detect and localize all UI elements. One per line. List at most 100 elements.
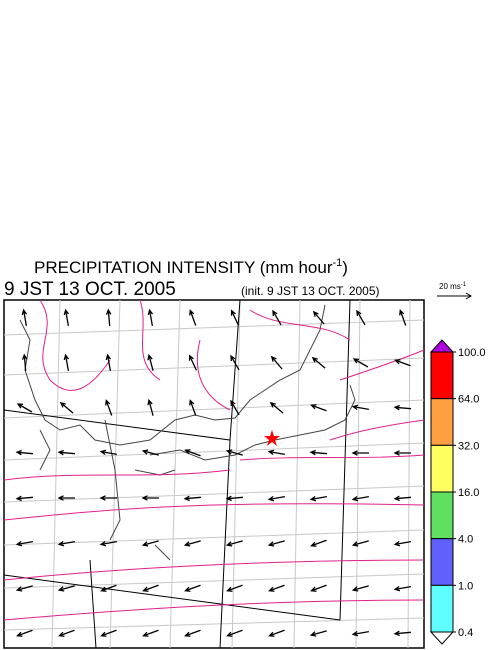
colorbar-over [429,339,455,353]
init-time: (init. 9 JST 13 OCT. 2005) [241,284,380,298]
colorbar: 100.0 64.0 32.0 16.0 4.0 1.0 0.4 [429,339,486,645]
wind-arrow [309,495,327,502]
wind-arrow [225,540,243,547]
wind-arrow [15,540,33,547]
wind-arrow [310,404,327,412]
wind-arrow [147,308,154,326]
wind-arrow [189,399,197,416]
wind-ref-label: 20 ms-1 [439,282,467,291]
wind-arrow [184,584,201,592]
colorbar-segment [430,584,454,633]
colorbar-label: 32.0 [458,440,479,452]
wind-arrow [105,308,112,327]
wind-arrow [310,539,327,547]
wind-arrow [16,629,33,637]
wind-arrow [230,309,239,326]
contours [3,299,425,621]
wind-arrow [63,353,70,371]
wind-arrow [230,399,240,416]
colorbar-label: 4.0 [458,534,473,546]
wind-arrow [183,540,201,547]
wind-arrow [272,309,282,326]
wind-arrow [105,399,113,416]
wind-arrow [142,584,159,592]
wind-arrow [309,449,328,456]
colorbar-segment [430,398,454,446]
wind-arrow [99,540,117,547]
wind-field [15,308,412,637]
wind-arrow [147,398,154,416]
wind-arrow [393,495,412,502]
wind-arrow [312,310,325,325]
wind-arrow [21,308,28,326]
wind-arrow [225,495,244,502]
map-area [3,299,425,649]
wind-arrow [189,309,197,326]
wind-arrow [226,584,243,592]
wind-arrow [226,629,243,637]
wind-arrow [310,584,327,592]
wind-arrow [100,584,117,592]
wind-arrow [268,584,285,592]
wind-arrow [105,353,112,371]
wind-arrow [230,354,240,371]
wind-arrow [141,495,159,501]
wind-arrow [351,540,369,547]
wind-arrow [99,449,117,456]
colorbar-segment [430,491,454,540]
wind-arrow [351,585,369,592]
map-frame [3,299,425,649]
colorbar-label: 64.0 [458,394,479,406]
colorbar-under [429,631,455,645]
title-main: PRECIPITATION INTENSITY (mm hour [34,258,333,277]
location-star [264,430,280,446]
wind-arrow [352,358,369,368]
domain-boxes [3,299,351,649]
wind-arrow [267,495,285,502]
wind-arrow [15,585,33,592]
wind-arrow [21,353,28,372]
wind-arrow [141,540,159,547]
wind-arrow [267,449,285,456]
wind-arrow [141,449,159,456]
colorbar-segment [430,538,454,586]
wind-ref-arrow [437,292,472,300]
wind-arrow [59,401,74,414]
wind-arrow [57,540,75,547]
wind-arrow [351,404,369,411]
wind-arrow [309,630,327,637]
wind-arrow [15,449,34,456]
wind-arrow [225,449,243,456]
wind-arrow [58,629,75,637]
wind-arrow [356,309,366,326]
title-end: ) [342,258,348,277]
wind-ref-sup: -1 [461,282,467,288]
wind-arrow [147,353,154,371]
title-sup: -1 [332,257,342,269]
wind-arrow [393,404,412,411]
wind-arrow [99,495,117,501]
colorbar-label: 100.0 [458,347,486,359]
wind-arrow [268,629,285,637]
colorbar-segment [430,351,454,400]
title: PRECIPITATION INTENSITY (mm hour-1) [34,257,348,277]
wind-ref-unit: 20 ms [439,282,461,291]
wind-arrow [15,495,34,502]
wind-arrow [270,355,283,370]
colorbar-segment [430,444,454,493]
colorbar-label: 16.0 [458,487,479,499]
wind-arrow [57,585,75,592]
colorbar-label: 1.0 [458,580,473,592]
wind-arrow [57,449,76,456]
valid-time: 9 JST 13 OCT. 2005 [4,279,176,300]
wind-arrow [63,308,70,326]
wind-arrow [393,540,411,547]
wind-arrow [16,403,33,413]
wind-arrow [267,540,285,547]
wind-arrow [351,450,369,456]
wind-arrow [100,629,117,637]
wind-arrow [57,495,75,501]
wind-arrow [184,629,201,637]
wind-arrow [351,630,369,637]
